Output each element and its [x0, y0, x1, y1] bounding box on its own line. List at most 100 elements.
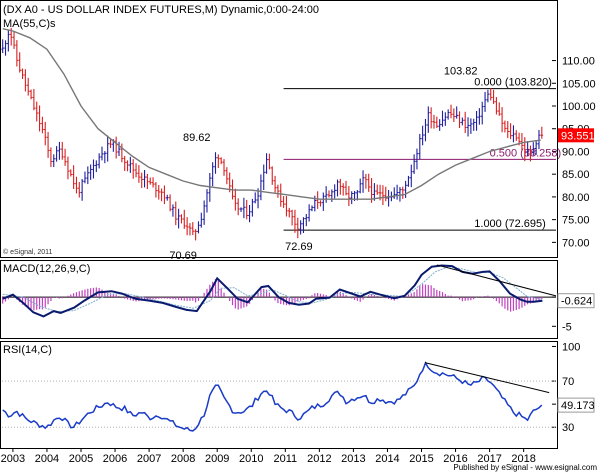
ma-label: MA(55,C)s [3, 18, 56, 30]
price-bar [168, 194, 172, 212]
price-bar [4, 40, 7, 56]
price-bar [253, 192, 257, 204]
fib-level-label: 0.000 (103.820) [474, 77, 552, 89]
price-bar [117, 141, 121, 157]
price-bar [26, 77, 30, 96]
price-bar [401, 186, 405, 199]
price-bar [194, 229, 197, 241]
x-tick-label: 2011 [273, 453, 297, 465]
price-annotation: 70.69 [169, 250, 197, 262]
price-bar [35, 101, 39, 122]
last-price-label: 93.551 [561, 130, 595, 142]
price-bar [43, 121, 47, 146]
price-bar [191, 222, 195, 236]
price-bar [387, 190, 390, 207]
price-bar [222, 159, 226, 176]
price-bar [290, 209, 294, 226]
x-tick-label: 2004 [35, 453, 59, 465]
price-bar [500, 107, 504, 133]
price-bar [137, 165, 141, 183]
price-bar [463, 111, 467, 134]
price-bar [319, 200, 322, 207]
price-bar [304, 213, 308, 227]
price-bar [341, 183, 345, 196]
price-bar [219, 157, 223, 165]
price-bar [97, 153, 101, 169]
price-bar [429, 107, 433, 129]
price-bar [205, 189, 209, 213]
price-bar [361, 170, 365, 193]
price-bar [432, 114, 436, 129]
price-bar [140, 172, 144, 188]
price-bar [381, 185, 385, 206]
price-bar [202, 200, 206, 225]
price-bar [15, 40, 19, 67]
moving-average-line [2, 28, 541, 200]
price-bar [134, 163, 138, 178]
price-bar [489, 88, 493, 101]
price-bar [239, 207, 243, 212]
price-bar [12, 31, 16, 49]
rsi-y-tick-label: 30 [562, 422, 574, 434]
price-bar [364, 173, 368, 189]
price-bar [427, 106, 430, 133]
price-bar [407, 175, 410, 187]
price-bar [424, 118, 427, 142]
price-bar [415, 148, 419, 170]
price-bar [384, 186, 388, 202]
price-bar [66, 156, 70, 180]
price-bar [200, 212, 203, 228]
price-bar [523, 137, 527, 162]
macd-y-tick-label: -5 [562, 321, 572, 333]
price-bar [409, 164, 413, 188]
main-y-tick-label: 75.00 [562, 215, 590, 227]
price-bar [520, 133, 524, 151]
macd-last-value-label: -0.624 [561, 296, 592, 308]
main-y-tick-label: 70.00 [562, 237, 590, 249]
price-bar [276, 184, 280, 198]
price-bar [52, 154, 56, 168]
price-bar [270, 166, 274, 185]
macd-last-value-box [557, 293, 595, 309]
price-bar [486, 89, 490, 103]
price-bar [160, 188, 163, 202]
rsi-panel-frame [0, 341, 558, 449]
price-bar [438, 119, 441, 131]
rsi-last-value-label: 49.173 [561, 400, 595, 412]
price-bar [248, 205, 251, 223]
rsi-last-value-box [557, 397, 595, 413]
main-y-tick-label: 110.00 [562, 56, 595, 68]
price-bar [211, 162, 214, 187]
price-bar [322, 192, 325, 211]
price-bar [262, 164, 266, 191]
main-panel-frame [0, 0, 558, 258]
price-bar [86, 166, 90, 185]
price-bar [100, 146, 104, 161]
price-bar [483, 91, 487, 112]
price-bar [46, 132, 50, 158]
last-price-box [558, 128, 594, 143]
fib-level-label: 0.500 (88.258) [490, 147, 562, 159]
x-tick-label: 2013 [341, 453, 365, 465]
price-bar [285, 196, 288, 217]
price-bar [89, 164, 92, 180]
price-bar [514, 130, 518, 141]
x-tick-label: 2010 [239, 453, 263, 465]
price-bar [449, 104, 453, 119]
price-bar [421, 125, 424, 146]
price-bar [492, 89, 495, 104]
price-bar [55, 146, 58, 162]
publisher-footer: Published by eSignal - www.esignal.com [453, 463, 597, 472]
price-bar [375, 184, 379, 195]
price-bar [404, 180, 407, 198]
price-bar [395, 184, 399, 200]
price-bar [455, 106, 458, 119]
price-bar [441, 110, 444, 127]
price-bar [41, 116, 44, 134]
price-bar [461, 117, 464, 126]
price-bar [526, 141, 529, 157]
main-y-tick-label: 105.00 [562, 78, 596, 90]
price-bar [92, 159, 95, 179]
price-bar [154, 182, 158, 198]
